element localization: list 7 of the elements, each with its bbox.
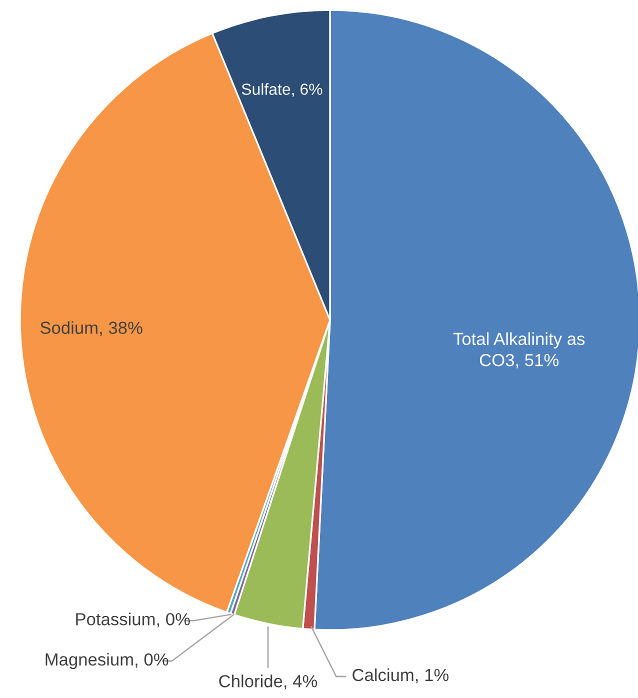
slice-label: Magnesium, 0%	[46, 652, 168, 670]
slice-label: Potassium, 0%	[76, 612, 190, 628]
slice-label: Calcium, 1%	[352, 668, 449, 684]
slice-label: Chloride, 4%	[219, 674, 318, 690]
slice-label: Sodium, 38%	[40, 321, 142, 336]
slice-label: Sulfate, 6%	[242, 83, 322, 97]
slice-label: Total Alkalinity as CO3, 51%	[453, 332, 585, 368]
